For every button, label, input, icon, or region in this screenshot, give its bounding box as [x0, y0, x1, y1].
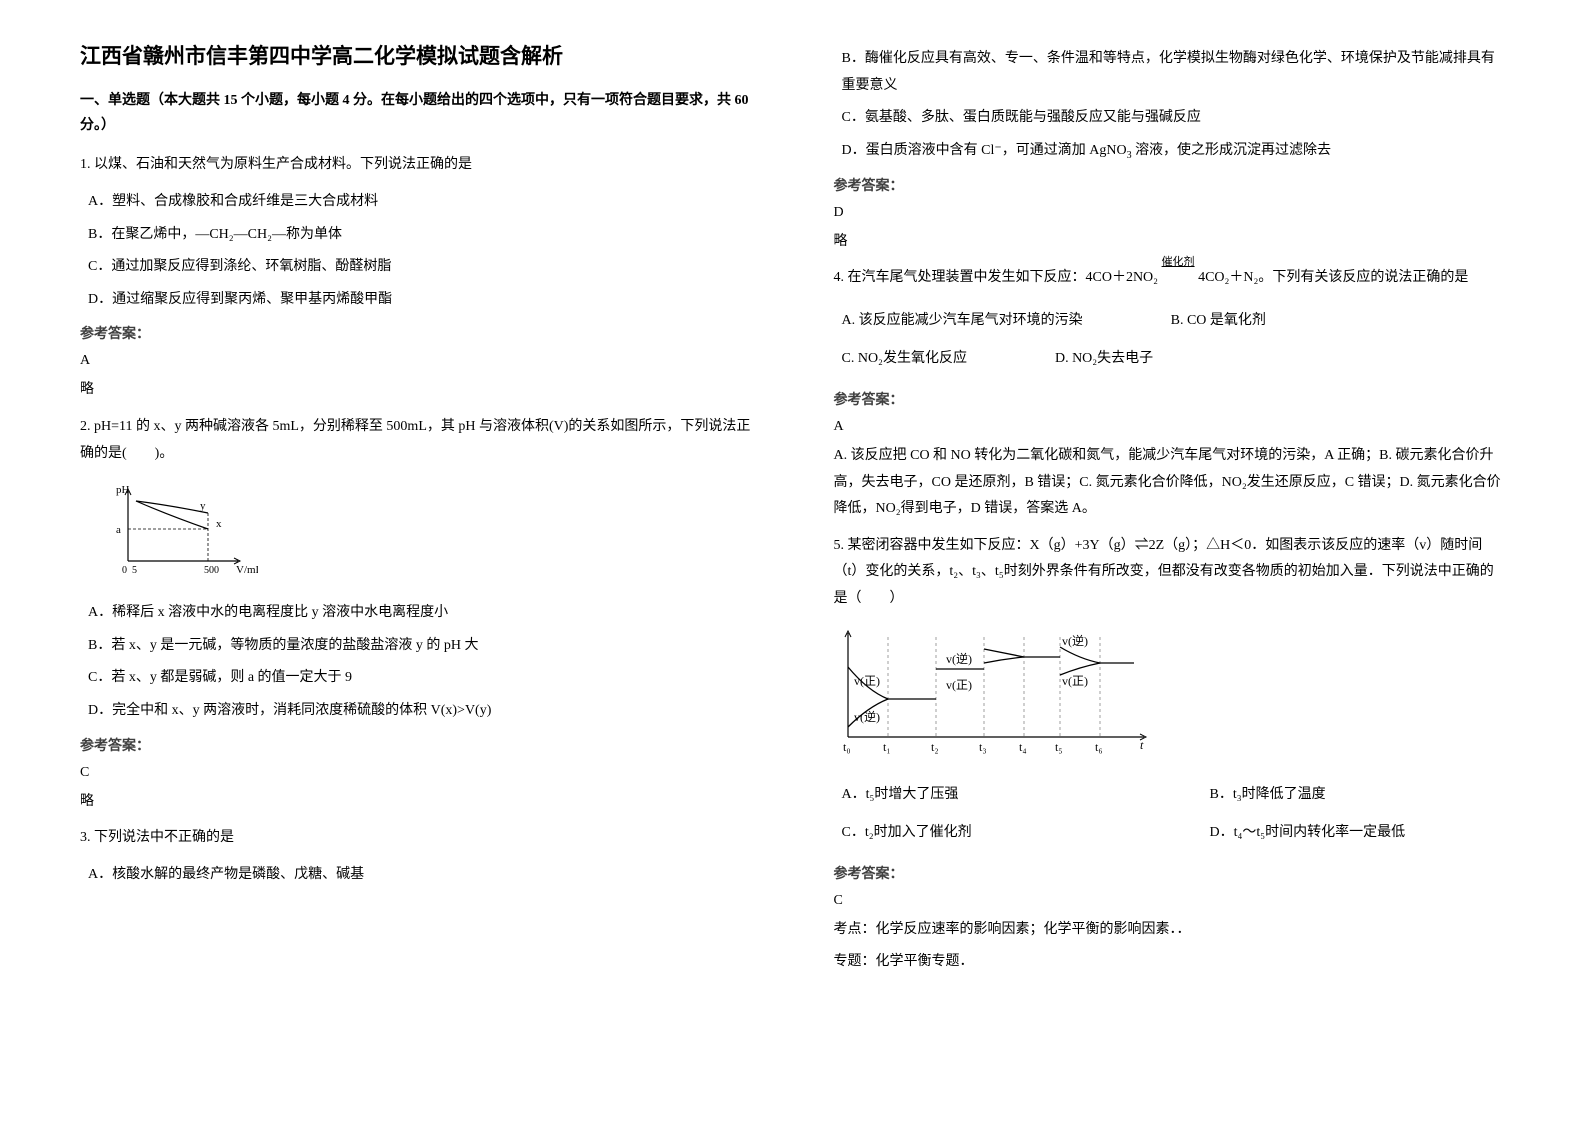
svg-text:t₄: t₄	[1019, 740, 1027, 754]
q3-ans: D	[834, 205, 1508, 221]
svg-text:V/mL: V/mL	[236, 564, 258, 576]
q3-opt-c: C．氨基酸、多肽、蛋白质既能与强酸反应又能与强碱反应	[842, 105, 1508, 132]
q5-ans-label: 参考答案：	[834, 863, 1508, 883]
svg-text:t₀: t₀	[843, 740, 851, 754]
q3-expl: 略	[834, 229, 1508, 256]
svg-text:t: t	[1140, 738, 1144, 752]
svg-text:t₆: t₆	[1095, 740, 1103, 754]
q3-ans-label: 参考答案：	[834, 175, 1508, 195]
svg-text:500: 500	[204, 565, 219, 576]
q3-stem: 3. 下列说法中不正确的是	[80, 825, 754, 852]
q3-d-pre: D．蛋白质溶液中含有 Cl⁻，可通过滴加 AgNO	[842, 143, 1127, 158]
q2-diagram: pH V/mL 5 500 a yx 0	[108, 481, 754, 586]
svg-text:y: y	[200, 500, 206, 512]
q4-opt-a: A. 该反应能减少汽车尾气对环境的污染	[842, 308, 1083, 335]
q2-opt-c: C．若 x、y 都是弱碱，则 a 的值一定大于 9	[88, 665, 754, 692]
q2-ans-label: 参考答案：	[80, 735, 754, 755]
svg-text:v(正): v(正)	[1062, 674, 1088, 688]
svg-text:x: x	[216, 518, 222, 530]
q4-opt-d: D. NO₂失去电子	[1055, 346, 1153, 373]
section-header: 一、单选题（本大题共 15 个小题，每小题 4 分。在每小题给出的四个选项中，只…	[80, 88, 754, 138]
q1-b-pre: B．在聚乙烯中，	[88, 227, 195, 242]
q2-stem: 2. pH=11 的 x、y 两种碱溶液各 5mL，分别稀释至 500mL，其 …	[80, 414, 754, 467]
q5-expl2: 专题：化学平衡专题．	[834, 949, 1508, 976]
q2-opt-d: D．完全中和 x、y 两溶液时，消耗同浓度稀硫酸的体积 V(x)>V(y)	[88, 698, 754, 725]
svg-text:v(逆): v(逆)	[946, 651, 972, 666]
q1-ans: A	[80, 353, 754, 369]
page-title: 江西省赣州市信丰第四中学高二化学模拟试题含解析	[80, 40, 754, 70]
q4-expl: A. 该反应把 CO 和 NO 转化为二氧化碳和氮气，能减少汽车尾气对环境的污染…	[834, 443, 1508, 523]
q2-opt-b: B．若 x、y 是一元碱，等物质的量浓度的盐酸盐溶液 y 的 pH 大	[88, 633, 754, 660]
svg-text:t₃: t₃	[979, 740, 987, 754]
svg-text:0: 0	[122, 565, 127, 576]
svg-text:t₁: t₁	[883, 740, 891, 754]
q4-opt-c: C. NO₂发生氧化反应	[842, 346, 967, 373]
q1-opt-a: A．塑料、合成橡胶和合成纤维是三大合成材料	[88, 189, 754, 216]
q3-opt-d: D．蛋白质溶液中含有 Cl⁻，可通过滴加 AgNO3 溶液，使之形成沉淀再过滤除…	[842, 138, 1508, 165]
q5-ans: C	[834, 893, 1508, 909]
svg-text:a: a	[116, 524, 121, 536]
q1-b-frag: —CH₂—CH₂—	[195, 227, 286, 242]
q2-ans: C	[80, 765, 754, 781]
q2-opt-a: A．稀释后 x 溶液中水的电离程度比 y 溶液中水电离程度小	[88, 600, 754, 627]
q4-ans: A	[834, 419, 1508, 435]
q1-ans-label: 参考答案：	[80, 323, 754, 343]
q5-expl1: 考点：化学反应速率的影响因素；化学平衡的影响因素．．	[834, 917, 1508, 944]
q3-d-post: 溶液，使之形成沉淀再过滤除去	[1132, 143, 1332, 158]
q5-opt-b: B．t₃时降低了温度	[1210, 782, 1326, 809]
q5-diagram: t₀ t₁ t₂ t₃ t₄ t₅ t₆ t v(正) v(逆) v(逆) v(正) v(正) v(逆)	[834, 627, 1508, 762]
svg-text:v(逆): v(逆)	[1062, 633, 1088, 648]
q4-opt-b: B. CO 是氧化剂	[1171, 308, 1266, 335]
q2-expl: 略	[80, 789, 754, 816]
q4-catalyst: 催化剂	[1158, 252, 1198, 273]
svg-text:t₅: t₅	[1055, 740, 1063, 754]
q3-opt-b: B．酶催化反应具有高效、专一、条件温和等特点，化学模拟生物酶对绿色化学、环境保护…	[842, 46, 1508, 99]
q5-opt-a: A．t₅时增大了压强	[842, 782, 1122, 809]
q1-opt-c: C．通过加聚反应得到涤纶、环氧树脂、酚醛树脂	[88, 254, 754, 281]
q4-stem: 4. 在汽车尾气处理装置中发生如下反应：4CO＋2NO₂催化剂4CO₂＋N₂。下…	[834, 265, 1508, 292]
q4-stem-pre: 4. 在汽车尾气处理装置中发生如下反应：4CO＋2NO₂	[834, 270, 1159, 285]
svg-text:v(正): v(正)	[946, 678, 972, 692]
q4-stem-mid: 4CO₂＋N₂。下列有关该反应的说法正确的是	[1198, 270, 1468, 285]
q5-opt-c: C．t₂时加入了催化剂	[842, 820, 1122, 847]
q1-opt-d: D．通过缩聚反应得到聚丙烯、聚甲基丙烯酸甲酯	[88, 287, 754, 314]
svg-text:v(正): v(正)	[854, 674, 880, 688]
q1-opt-b: B．在聚乙烯中，—CH₂—CH₂—称为单体	[88, 222, 754, 249]
svg-text:5: 5	[132, 565, 137, 576]
q5-opt-d: D．t₄～t₅时间内转化率一定最低	[1210, 820, 1406, 847]
q3-opt-a: A．核酸水解的最终产物是磷酸、戊糖、碱基	[88, 862, 754, 889]
svg-text:pH: pH	[116, 484, 130, 496]
q4-ans-label: 参考答案：	[834, 389, 1508, 409]
q5-stem: 5. 某密闭容器中发生如下反应：X（g）+3Y（g）⇌2Z（g）；△H＜0．如图…	[834, 533, 1508, 613]
q1-expl: 略	[80, 377, 754, 404]
q1-b-post: 称为单体	[286, 227, 342, 242]
svg-text:v(逆): v(逆)	[854, 709, 880, 724]
q1-stem: 1. 以煤、石油和天然气为原料生产合成材料。下列说法正确的是	[80, 152, 754, 179]
svg-text:t₂: t₂	[931, 740, 939, 754]
